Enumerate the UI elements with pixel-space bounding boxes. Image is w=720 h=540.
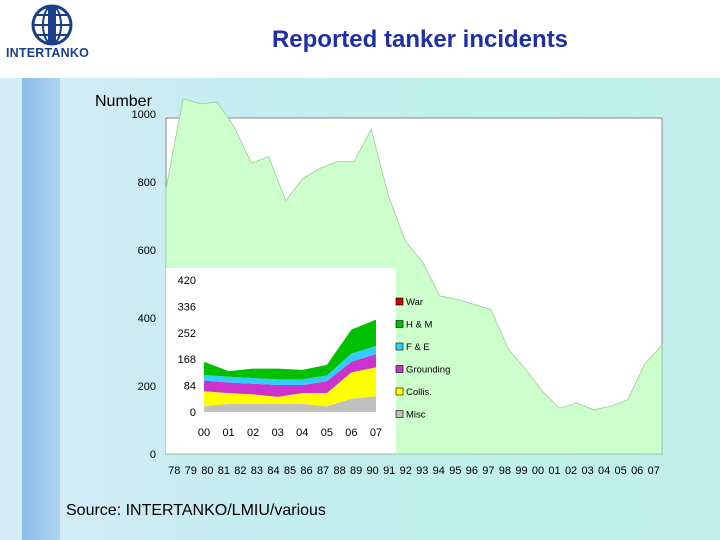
inset-x-tick-label: 05 <box>321 427 333 439</box>
x-tick-label: 04 <box>598 465 610 477</box>
legend-swatch <box>395 365 404 373</box>
x-tick-label: 96 <box>466 465 478 477</box>
y-tick-label: 600 <box>138 245 156 257</box>
legend-label: War <box>406 297 423 308</box>
page-title: Reported tanker incidents <box>271 26 569 53</box>
x-tick-label: 02 <box>565 465 577 477</box>
slide-header: INTERTANKO Reported tanker incidents <box>0 0 720 78</box>
inset-series-misc <box>204 396 376 412</box>
x-tick-label: 86 <box>300 465 312 477</box>
x-tick-label: 78 <box>168 465 180 477</box>
x-tick-label: 92 <box>400 465 412 477</box>
inset-series-f-e <box>204 346 376 385</box>
x-tick-label: 07 <box>648 465 660 477</box>
x-tick-label: 99 <box>515 465 527 477</box>
x-tick-label: 98 <box>499 465 511 477</box>
x-tick-label: 90 <box>367 465 379 477</box>
legend-swatch <box>395 297 404 306</box>
globe-icon <box>31 4 73 46</box>
inset-y-tick-label: 0 <box>190 407 196 419</box>
x-tick-label: 91 <box>383 465 395 477</box>
left-accent-stripe <box>22 78 60 540</box>
y-axis-label: Number <box>95 93 152 110</box>
x-tick-label: 79 <box>185 465 197 477</box>
inset-x-tick-label: 07 <box>370 427 382 439</box>
x-tick-label: 93 <box>416 465 428 477</box>
legend-label: Misc <box>406 410 426 421</box>
inset-x-tick-label: 00 <box>198 427 210 439</box>
inset-y-tick-label: 336 <box>178 301 196 313</box>
x-tick-label: 00 <box>532 465 544 477</box>
legend-swatch <box>395 342 404 351</box>
y-tick-label: 1000 <box>132 109 156 121</box>
y-tick-label: 800 <box>138 177 156 189</box>
x-tick-label: 05 <box>615 465 627 477</box>
inset-x-tick-label: 02 <box>247 427 259 439</box>
x-tick-label: 83 <box>251 465 263 477</box>
legend-swatch <box>395 387 404 396</box>
x-tick-label: 94 <box>433 465 445 477</box>
x-tick-label: 01 <box>548 465 560 477</box>
x-tick-label: 82 <box>234 465 246 477</box>
inset-series-grounding <box>204 354 376 397</box>
x-tick-label: 03 <box>581 465 593 477</box>
legend-swatch <box>395 410 404 418</box>
source-note: Source: INTERTANKO/LMIU/various <box>66 502 326 519</box>
inset-chart: 0 84 168 252 336 420 00 01 02 03 04 05 06 07 War H & … <box>166 268 450 453</box>
inset-x-tick-label: 03 <box>272 427 284 439</box>
intertanko-logo: INTERTANKO <box>0 0 118 78</box>
inset-y-tick-label: 84 <box>184 381 196 393</box>
inset-x-tick-label: 06 <box>345 427 357 439</box>
x-tick-label: 06 <box>631 465 643 477</box>
inset-y-tick-label: 168 <box>178 354 196 366</box>
y-tick-label: 200 <box>138 381 156 393</box>
legend-label: F & E <box>406 342 430 353</box>
x-tick-label: 85 <box>284 465 296 477</box>
legend-label: Grounding <box>406 365 450 376</box>
y-tick-label: 0 <box>150 449 156 461</box>
inset-x-tick-label: 04 <box>296 427 308 439</box>
x-tick-label: 97 <box>482 465 494 477</box>
x-tick-label: 87 <box>317 465 329 477</box>
x-tick-label: 84 <box>267 465 279 477</box>
x-tick-label: 80 <box>201 465 213 477</box>
x-tick-label: 89 <box>350 465 362 477</box>
y-tick-label: 400 <box>138 313 156 325</box>
inset-y-tick-label: 252 <box>178 328 196 340</box>
inset-series-collis <box>204 367 376 407</box>
legend-label: Collis. <box>406 387 432 398</box>
x-tick-label: 95 <box>449 465 461 477</box>
logo-wordmark: INTERTANKO <box>6 46 90 60</box>
inset-x-tick-label: 01 <box>222 427 234 439</box>
x-tick-label: 81 <box>218 465 230 477</box>
legend-swatch <box>395 320 404 328</box>
inset-y-tick-label: 420 <box>178 275 196 287</box>
inset-series-h-m <box>204 319 376 380</box>
x-tick-label: 88 <box>333 465 345 477</box>
legend-label: H & M <box>406 320 432 331</box>
